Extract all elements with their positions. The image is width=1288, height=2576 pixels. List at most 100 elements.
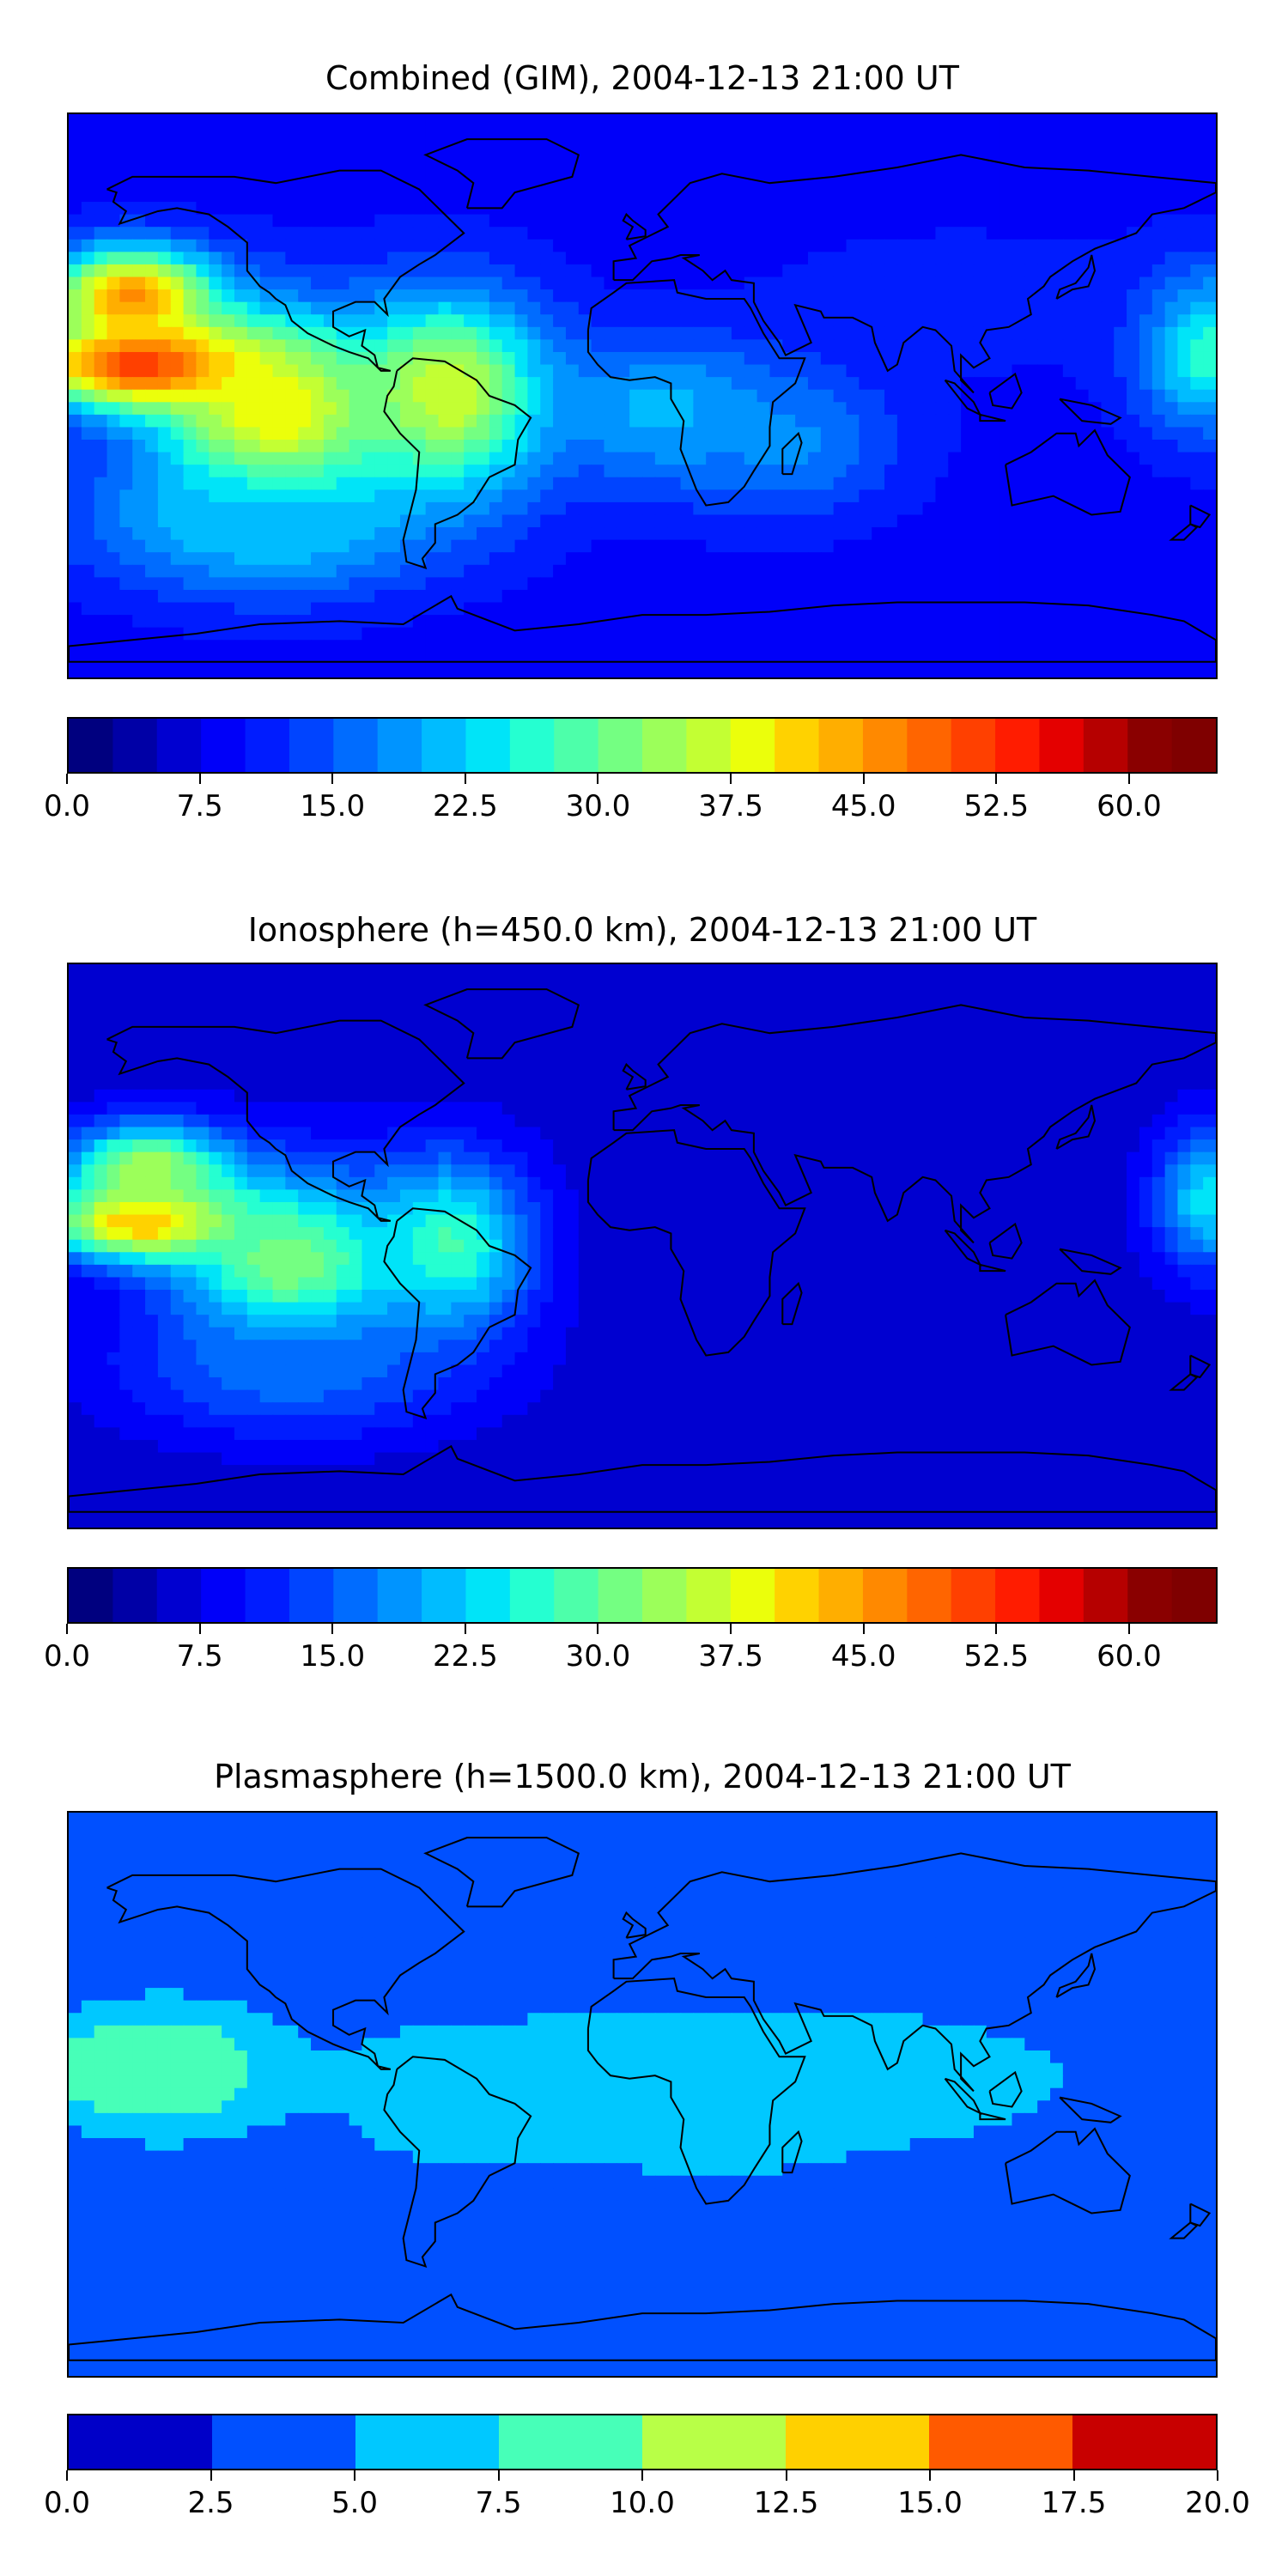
- coastline: [1059, 2096, 1122, 2123]
- colorbar-segment: [212, 2415, 356, 2469]
- colorbar-segment: [1083, 1569, 1128, 1622]
- colorbar-segment: [598, 719, 643, 772]
- coastline: [1005, 1279, 1131, 1366]
- colorbar: [67, 2414, 1218, 2470]
- colorbar-segment: [642, 1569, 688, 1622]
- map-svg: [69, 1813, 1216, 2376]
- tick-mark: [730, 1624, 732, 1634]
- tick-mark: [331, 774, 334, 784]
- colorbar-segment: [201, 1569, 246, 1622]
- coastline: [69, 594, 1216, 663]
- colorbar-segment: [289, 719, 334, 772]
- tick-mark: [66, 2470, 68, 2481]
- colorbar-segment: [377, 719, 422, 772]
- coastline: [612, 154, 1216, 394]
- coastline: [1055, 254, 1097, 300]
- tick-mark: [862, 1624, 865, 1634]
- colorbar-segment: [1171, 719, 1216, 772]
- tick-mark: [1217, 2470, 1218, 2481]
- coastline: [988, 1222, 1023, 1260]
- coastline: [383, 357, 532, 570]
- colorbar-segment: [686, 1569, 732, 1622]
- tick-mark: [198, 1624, 201, 1634]
- tick-label: 7.5: [176, 789, 223, 823]
- colorbar-segment: [1171, 1569, 1216, 1622]
- colorbar-segment: [333, 719, 379, 772]
- coastline: [622, 1911, 647, 1939]
- tick-mark: [862, 774, 865, 784]
- map-svg: [69, 964, 1216, 1528]
- tick-label: 20.0: [1185, 2486, 1250, 2520]
- colorbar-segment: [69, 719, 114, 772]
- colorbar-segment: [1039, 719, 1084, 772]
- colorbar-segment: [156, 719, 202, 772]
- coastline: [383, 1207, 532, 1420]
- tick-label: 10.0: [610, 2486, 675, 2520]
- colorbar-segment: [465, 1569, 511, 1622]
- colorbar-segment: [929, 2415, 1073, 2469]
- tick-mark: [1127, 1624, 1130, 1634]
- tick-mark: [995, 774, 998, 784]
- colorbar-segment: [509, 719, 555, 772]
- colorbar-segment: [69, 1569, 114, 1622]
- coastline: [106, 1019, 465, 1222]
- tick-mark: [66, 774, 68, 784]
- colorbar-ticks: 0.0 7.5 15.0 22.5 30.0 37.5 45.0 52.5 60.0: [44, 774, 1218, 825]
- coastline: [586, 1978, 806, 2205]
- tick-label: 22.5: [432, 1639, 498, 1674]
- colorbar-segment: [245, 719, 290, 772]
- coastline: [988, 2070, 1023, 2108]
- tick-label: 15.0: [300, 789, 366, 823]
- colorbar-segment: [686, 719, 732, 772]
- tick-label: 52.5: [963, 1639, 1030, 1674]
- colorbar-segment: [112, 1569, 158, 1622]
- colorbar-segment: [818, 719, 864, 772]
- tick-label: 7.5: [475, 2486, 522, 2520]
- coastline: [1189, 1354, 1212, 1379]
- tick-label: 30.0: [565, 789, 631, 823]
- colorbar-ticks: 0.0 7.5 15.0 22.5 30.0 37.5 45.0 52.5 60.0: [44, 1624, 1218, 1675]
- tick-label: 12.5: [753, 2486, 819, 2520]
- colorbar-segment: [862, 719, 908, 772]
- colorbar-segment: [862, 1569, 908, 1622]
- coastline: [781, 1281, 803, 1326]
- coastline: [69, 1444, 1216, 1513]
- coastline: [1189, 2202, 1212, 2227]
- colorbar-segment: [422, 1569, 467, 1622]
- colorbar-segment: [289, 1569, 334, 1622]
- colorbar-segment: [786, 2415, 930, 2469]
- colorbar-segment: [201, 719, 246, 772]
- tick-mark: [331, 1624, 334, 1634]
- tick-mark: [597, 774, 599, 784]
- colorbar-segment: [509, 1569, 555, 1622]
- tick-label: 22.5: [432, 789, 498, 823]
- tick-mark: [929, 2470, 931, 2481]
- coastline: [423, 1837, 580, 1908]
- coastline: [781, 431, 803, 476]
- coastline: [612, 1852, 1216, 2093]
- colorbar-segment: [422, 719, 467, 772]
- colorbar-segment: [995, 1569, 1041, 1622]
- coastline: [586, 279, 806, 507]
- tick-label: 15.0: [300, 1639, 366, 1674]
- colorbar-segment: [951, 719, 996, 772]
- chart-title: Plasmasphere (h=1500.0 km), 2004-12-13 2…: [214, 1758, 1071, 1795]
- colorbar-segment: [1083, 719, 1128, 772]
- tick-label: 37.5: [698, 1639, 763, 1674]
- tick-label: 37.5: [698, 789, 763, 823]
- colorbar-segment: [775, 719, 820, 772]
- colorbar-segment: [245, 1569, 290, 1622]
- coastline: [979, 1263, 1006, 1273]
- colorbar-segment: [907, 1569, 952, 1622]
- colorbar-svg: [69, 1569, 1216, 1622]
- tick-label: 45.0: [830, 789, 896, 823]
- coastline: [1169, 523, 1199, 541]
- coastlines: [69, 138, 1216, 663]
- tick-mark: [730, 774, 732, 784]
- colorbar-segment: [818, 1569, 864, 1622]
- tick-mark: [464, 774, 466, 784]
- tick-label: 15.0: [897, 2486, 963, 2520]
- tick-mark: [198, 774, 201, 784]
- tick-mark: [354, 2470, 355, 2481]
- colorbar-svg: [69, 2415, 1216, 2469]
